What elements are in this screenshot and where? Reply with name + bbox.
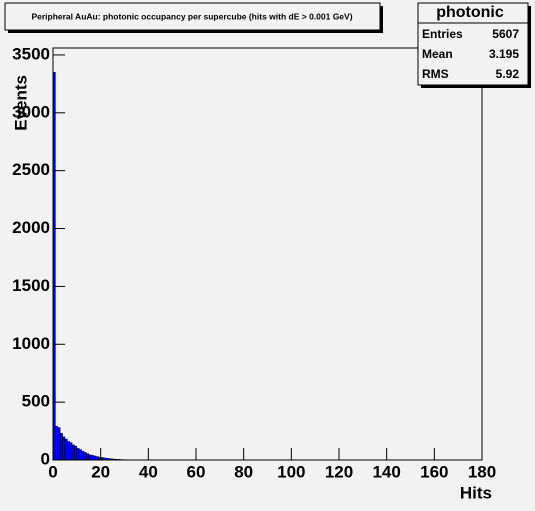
bar [67,441,70,461]
y-tick-label: 2500 [12,160,50,179]
bar [78,449,82,461]
bar [69,442,73,461]
x-tick-label: 0 [48,462,57,481]
bar [86,453,90,461]
y-tick-label: 500 [22,392,50,411]
bar [71,444,75,461]
stats-box [417,2,529,86]
stats-value: 5.92 [496,67,520,81]
x-tick-label: 80 [234,462,253,481]
bar [93,455,97,461]
y-tick-label: 1000 [12,334,50,353]
x-tick-label: 140 [372,462,400,481]
stats-value: 3.195 [489,47,519,61]
x-tick-label: 20 [91,462,110,481]
title-box [4,2,381,31]
frame [52,47,483,461]
x-axis-label: Hits [460,483,492,502]
stats-value: 5607 [492,27,519,41]
y-tick-label: 3500 [12,44,50,63]
chart-title: Peripheral AuAu: photonic occupancy per … [31,11,352,21]
stats-key: RMS [422,67,449,81]
x-tick-label: 100 [277,462,305,481]
x-tick-label: 160 [420,462,448,481]
x-tick-label: 180 [468,462,496,481]
bar [59,433,63,461]
bar [90,455,94,461]
bar [55,426,59,461]
x-tick-label: 40 [139,462,158,481]
stats-key: Entries [422,27,463,41]
y-tick-label: 3000 [12,102,50,121]
y-tick-label: 1500 [12,276,50,295]
y-axis-label: Events [11,75,30,131]
y-tick-label: 2000 [12,218,50,237]
bar [62,436,66,461]
y-tick-label: 0 [41,449,50,468]
bar [83,452,87,461]
bar [81,451,85,461]
bar [76,448,80,461]
stats-key: Mean [422,47,453,61]
bar [74,445,78,461]
bar [57,427,61,461]
stats-title: photonic [436,4,504,21]
bar [64,438,68,461]
x-tick-label: 60 [187,462,206,481]
bar [88,454,92,461]
bar [95,456,99,461]
x-tick-label: 120 [325,462,353,481]
